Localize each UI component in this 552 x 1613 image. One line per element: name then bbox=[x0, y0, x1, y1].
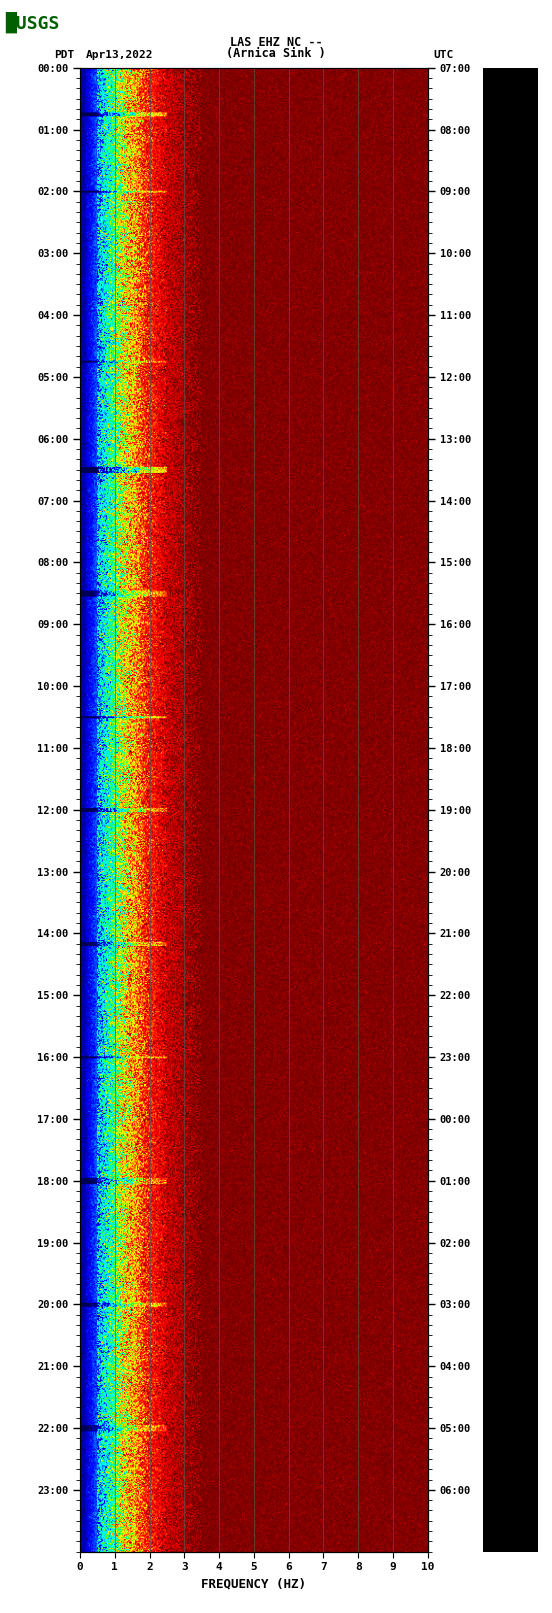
Text: █USGS: █USGS bbox=[6, 11, 60, 32]
Text: Apr13,2022: Apr13,2022 bbox=[86, 50, 153, 60]
Text: LAS EHZ NC --: LAS EHZ NC -- bbox=[230, 35, 322, 50]
Text: PDT: PDT bbox=[54, 50, 75, 60]
X-axis label: FREQUENCY (HZ): FREQUENCY (HZ) bbox=[201, 1578, 306, 1590]
Text: (Arnica Sink ): (Arnica Sink ) bbox=[226, 47, 326, 60]
Text: UTC: UTC bbox=[433, 50, 454, 60]
